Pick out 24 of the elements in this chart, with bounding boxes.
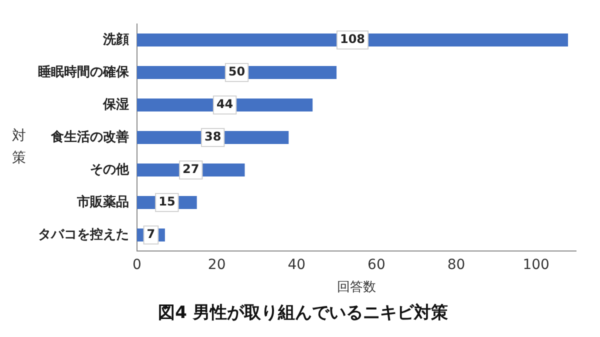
text: 図4 男性が取り組んでいるニキビ対策	[158, 303, 448, 324]
data-label: 27	[182, 162, 200, 176]
y-tick-label: 睡眠時間の確保	[38, 64, 130, 80]
y-tick-label: 洗顔	[102, 31, 129, 48]
y-tick-label: 市販薬品	[76, 194, 129, 210]
x-tick-label: 60	[368, 257, 386, 274]
data-label: 50	[228, 64, 246, 79]
x-tick-label: 20	[208, 257, 226, 274]
data-label: 38	[204, 130, 222, 144]
y-tick-label: タバコを控えた	[38, 227, 129, 242]
y-tick-label: その他	[90, 162, 130, 178]
data-label: 15	[158, 194, 176, 209]
data-label: 44	[216, 97, 234, 112]
bar	[137, 34, 568, 47]
x-tick-label: 0	[132, 257, 142, 274]
x-tick-label: 100	[522, 257, 550, 274]
y-tick-label: 食生活の改善	[50, 128, 129, 145]
y-axis-title: 対策	[12, 128, 26, 166]
y-tick-label: 保湿	[102, 97, 129, 112]
x-tick-label: 80	[447, 257, 466, 274]
data-label: 7	[146, 227, 156, 242]
x-tick-label: 40	[288, 257, 306, 274]
data-label: 108	[340, 32, 366, 46]
x-axis-title: 回答数	[337, 280, 376, 296]
